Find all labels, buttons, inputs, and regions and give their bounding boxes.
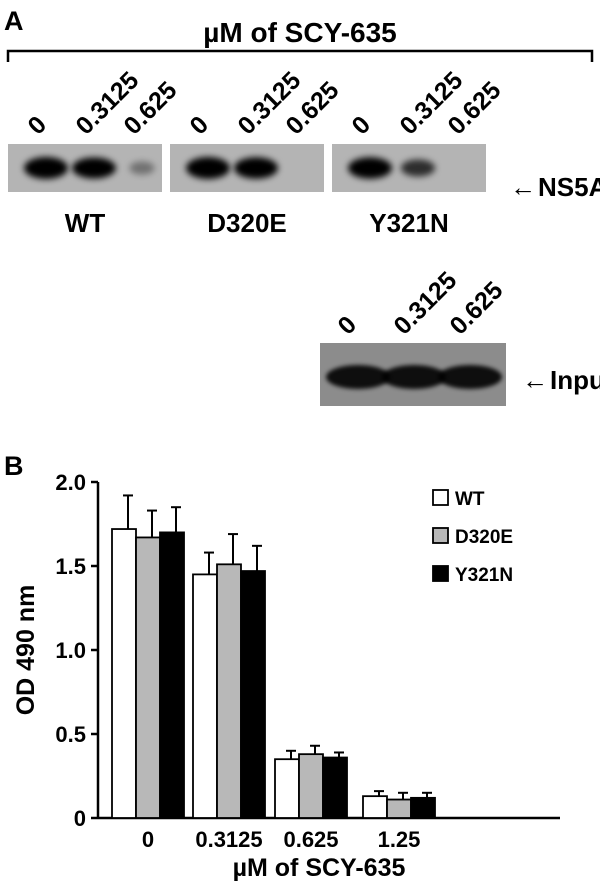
blot-name-label: D320E bbox=[207, 208, 287, 238]
blot-name-label: Y321N bbox=[369, 208, 449, 238]
lane-label: 0 bbox=[184, 111, 214, 141]
bar-d320e bbox=[386, 798, 412, 819]
band bbox=[72, 157, 116, 179]
panel-b-label: B bbox=[4, 451, 24, 481]
blot-names: WT D320E Y321N bbox=[65, 208, 449, 238]
legend-swatch bbox=[432, 527, 449, 544]
x-tick-label: 1.25 bbox=[378, 827, 421, 852]
legend-label: D320E bbox=[455, 527, 513, 548]
legend-label: Y321N bbox=[455, 565, 513, 586]
bar-y321n bbox=[322, 756, 348, 819]
band bbox=[400, 159, 436, 177]
western-blots-ns5a bbox=[8, 144, 486, 192]
blot-d320e bbox=[170, 144, 324, 192]
blot-wt bbox=[8, 144, 162, 192]
band bbox=[186, 157, 230, 179]
band bbox=[234, 157, 278, 179]
bar-chart: 0 0.5 1.0 1.5 2.0 OD 490 nm 0 0.3125 0.625 1.25µM… bbox=[12, 470, 560, 882]
panel-a-header: µM of SCY-635 bbox=[203, 17, 397, 48]
lane-label: 0 bbox=[346, 111, 376, 141]
ns5a-marker-label: ←NS5A bbox=[510, 172, 600, 202]
legend: WT D320E Y321N bbox=[432, 489, 513, 586]
input-lane-label: 0 bbox=[332, 311, 362, 341]
bar-d320e bbox=[135, 536, 161, 819]
y-tick-label: 1.0 bbox=[55, 638, 86, 663]
y-tick-label: 0 bbox=[74, 806, 86, 831]
lane-label: 0 bbox=[22, 111, 52, 141]
input-band bbox=[382, 365, 446, 389]
input-band bbox=[438, 365, 502, 389]
x-axis-label: µM of SCY-635 bbox=[233, 854, 406, 882]
bar-wt bbox=[192, 573, 218, 819]
x-tick-label: 0.625 bbox=[283, 827, 338, 852]
y-axis-label: OD 490 nm bbox=[12, 585, 40, 716]
bar-wt bbox=[111, 528, 137, 819]
bar-d320e bbox=[298, 753, 324, 819]
input-text: Input bbox=[550, 365, 600, 395]
bar-d320e bbox=[216, 563, 242, 819]
input-lane-label: 0.3125 bbox=[388, 266, 462, 340]
x-tick-label: 0 bbox=[142, 827, 154, 852]
band bbox=[129, 161, 155, 175]
y-tick-label: 0.5 bbox=[55, 722, 86, 747]
legend-swatch bbox=[432, 489, 449, 506]
panel-a-label: A bbox=[4, 6, 24, 36]
y-tick-label: 2.0 bbox=[55, 470, 86, 495]
y-tick-label: 1.5 bbox=[55, 554, 86, 579]
input-blot bbox=[320, 343, 506, 406]
band bbox=[348, 157, 392, 179]
ns5a-arrow: ← bbox=[510, 172, 536, 202]
legend-label: WT bbox=[455, 489, 485, 510]
input-band bbox=[326, 365, 390, 389]
input-arrow: ← bbox=[522, 365, 548, 395]
bar-y321n bbox=[159, 531, 185, 819]
bar-wt bbox=[274, 758, 300, 819]
header-bracket bbox=[6, 49, 594, 62]
bar-y321n bbox=[410, 796, 436, 819]
input-marker-label: ←Input bbox=[522, 365, 600, 395]
x-tick-label: 0.3125 bbox=[195, 827, 262, 852]
bar-wt bbox=[362, 795, 388, 819]
bar-y321n bbox=[240, 570, 266, 819]
blot-y321n bbox=[332, 144, 486, 192]
legend-swatch bbox=[432, 565, 449, 582]
blot-name-label: WT bbox=[65, 208, 106, 238]
band bbox=[24, 157, 68, 179]
panel-b: B 0 0.5 1.0 1.5 2.0 OD 490 nm 0 0.3125 0.625 1.25… bbox=[4, 451, 560, 882]
ns5a-text: NS5A bbox=[538, 172, 600, 202]
